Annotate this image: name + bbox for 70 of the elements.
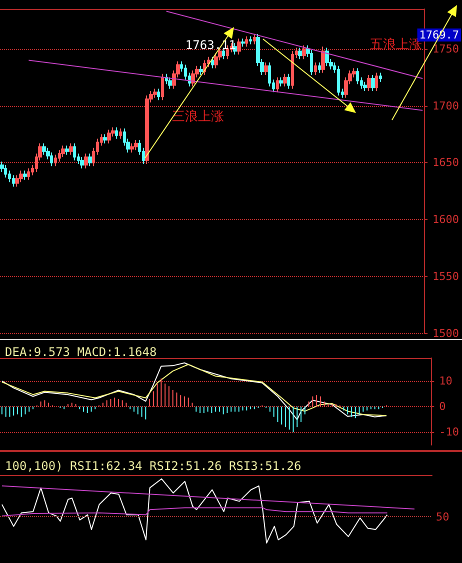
candlestick <box>145 95 149 164</box>
candlestick <box>371 74 375 92</box>
candlestick <box>4 164 7 178</box>
annotation: 三浪上涨 <box>172 108 224 124</box>
candlestick <box>199 65 203 76</box>
candlestick <box>279 76 283 87</box>
candlestick <box>337 65 340 96</box>
candlestick <box>84 153 88 169</box>
candlestick <box>19 170 23 183</box>
candlestick <box>375 72 378 92</box>
candlestick <box>115 126 118 140</box>
candlestick <box>367 74 371 92</box>
candlestick <box>27 168 30 180</box>
candlestick <box>73 142 76 161</box>
candlestick <box>325 47 329 66</box>
y-tick-label: 1700 <box>432 99 460 112</box>
candlestick <box>363 81 367 92</box>
candlestick <box>249 36 252 45</box>
y-tick-label: 1650 <box>432 156 460 170</box>
candlestick <box>310 49 313 76</box>
y-tick-label: 1600 <box>432 213 460 226</box>
candlestick <box>119 128 122 140</box>
candlestick <box>211 56 214 69</box>
candlestick <box>379 72 382 82</box>
candlestick <box>65 145 69 156</box>
candlestick <box>245 36 248 48</box>
y-tick-label: 1750 <box>432 42 460 56</box>
candlestick <box>157 88 160 101</box>
candlestick <box>302 44 306 60</box>
candlestick <box>42 142 46 156</box>
candlestick <box>237 38 241 56</box>
candlestick <box>107 129 111 144</box>
candlestick <box>134 139 138 151</box>
candlestick <box>356 68 359 85</box>
text: 50 <box>436 510 450 524</box>
candlestick <box>298 47 302 60</box>
candlestick <box>318 62 321 74</box>
candlestick <box>268 62 271 87</box>
candlestick <box>161 73 164 101</box>
candlestick <box>61 145 65 158</box>
candlestick <box>283 73 287 87</box>
candlestick <box>321 46 325 74</box>
chart-title: DEA:9.573 MACD:1.1648 <box>5 345 157 359</box>
candlestick <box>241 38 245 48</box>
candlestick <box>88 153 92 167</box>
candlestick <box>276 76 279 93</box>
y-tick-label: 0 <box>439 400 446 414</box>
candlestick <box>264 62 268 76</box>
candlestick <box>191 70 195 87</box>
chart-title: 100,100) RSI1:62.34 RSI2:51.26 RSI3:51.26 <box>5 459 302 473</box>
candlestick <box>23 170 27 180</box>
candlestick <box>287 73 290 90</box>
y-tick-label: 1550 <box>432 270 460 284</box>
candlestick <box>291 50 294 90</box>
y-tick-label: 1500 <box>432 327 460 340</box>
candlestick <box>103 134 107 144</box>
candlestick <box>54 154 57 167</box>
y-tick-label: -10 <box>439 426 460 439</box>
candlestick <box>69 142 73 156</box>
candlestick <box>153 88 157 98</box>
candlestick <box>58 150 61 162</box>
candlestick <box>15 174 19 188</box>
candlestick <box>80 156 84 169</box>
candlestick <box>314 62 317 76</box>
candlestick <box>12 174 15 188</box>
candlestick <box>50 152 53 167</box>
candlestick <box>168 76 172 90</box>
candlestick <box>130 142 134 153</box>
candlestick <box>253 33 256 45</box>
y-tick-label: 10 <box>439 374 452 388</box>
